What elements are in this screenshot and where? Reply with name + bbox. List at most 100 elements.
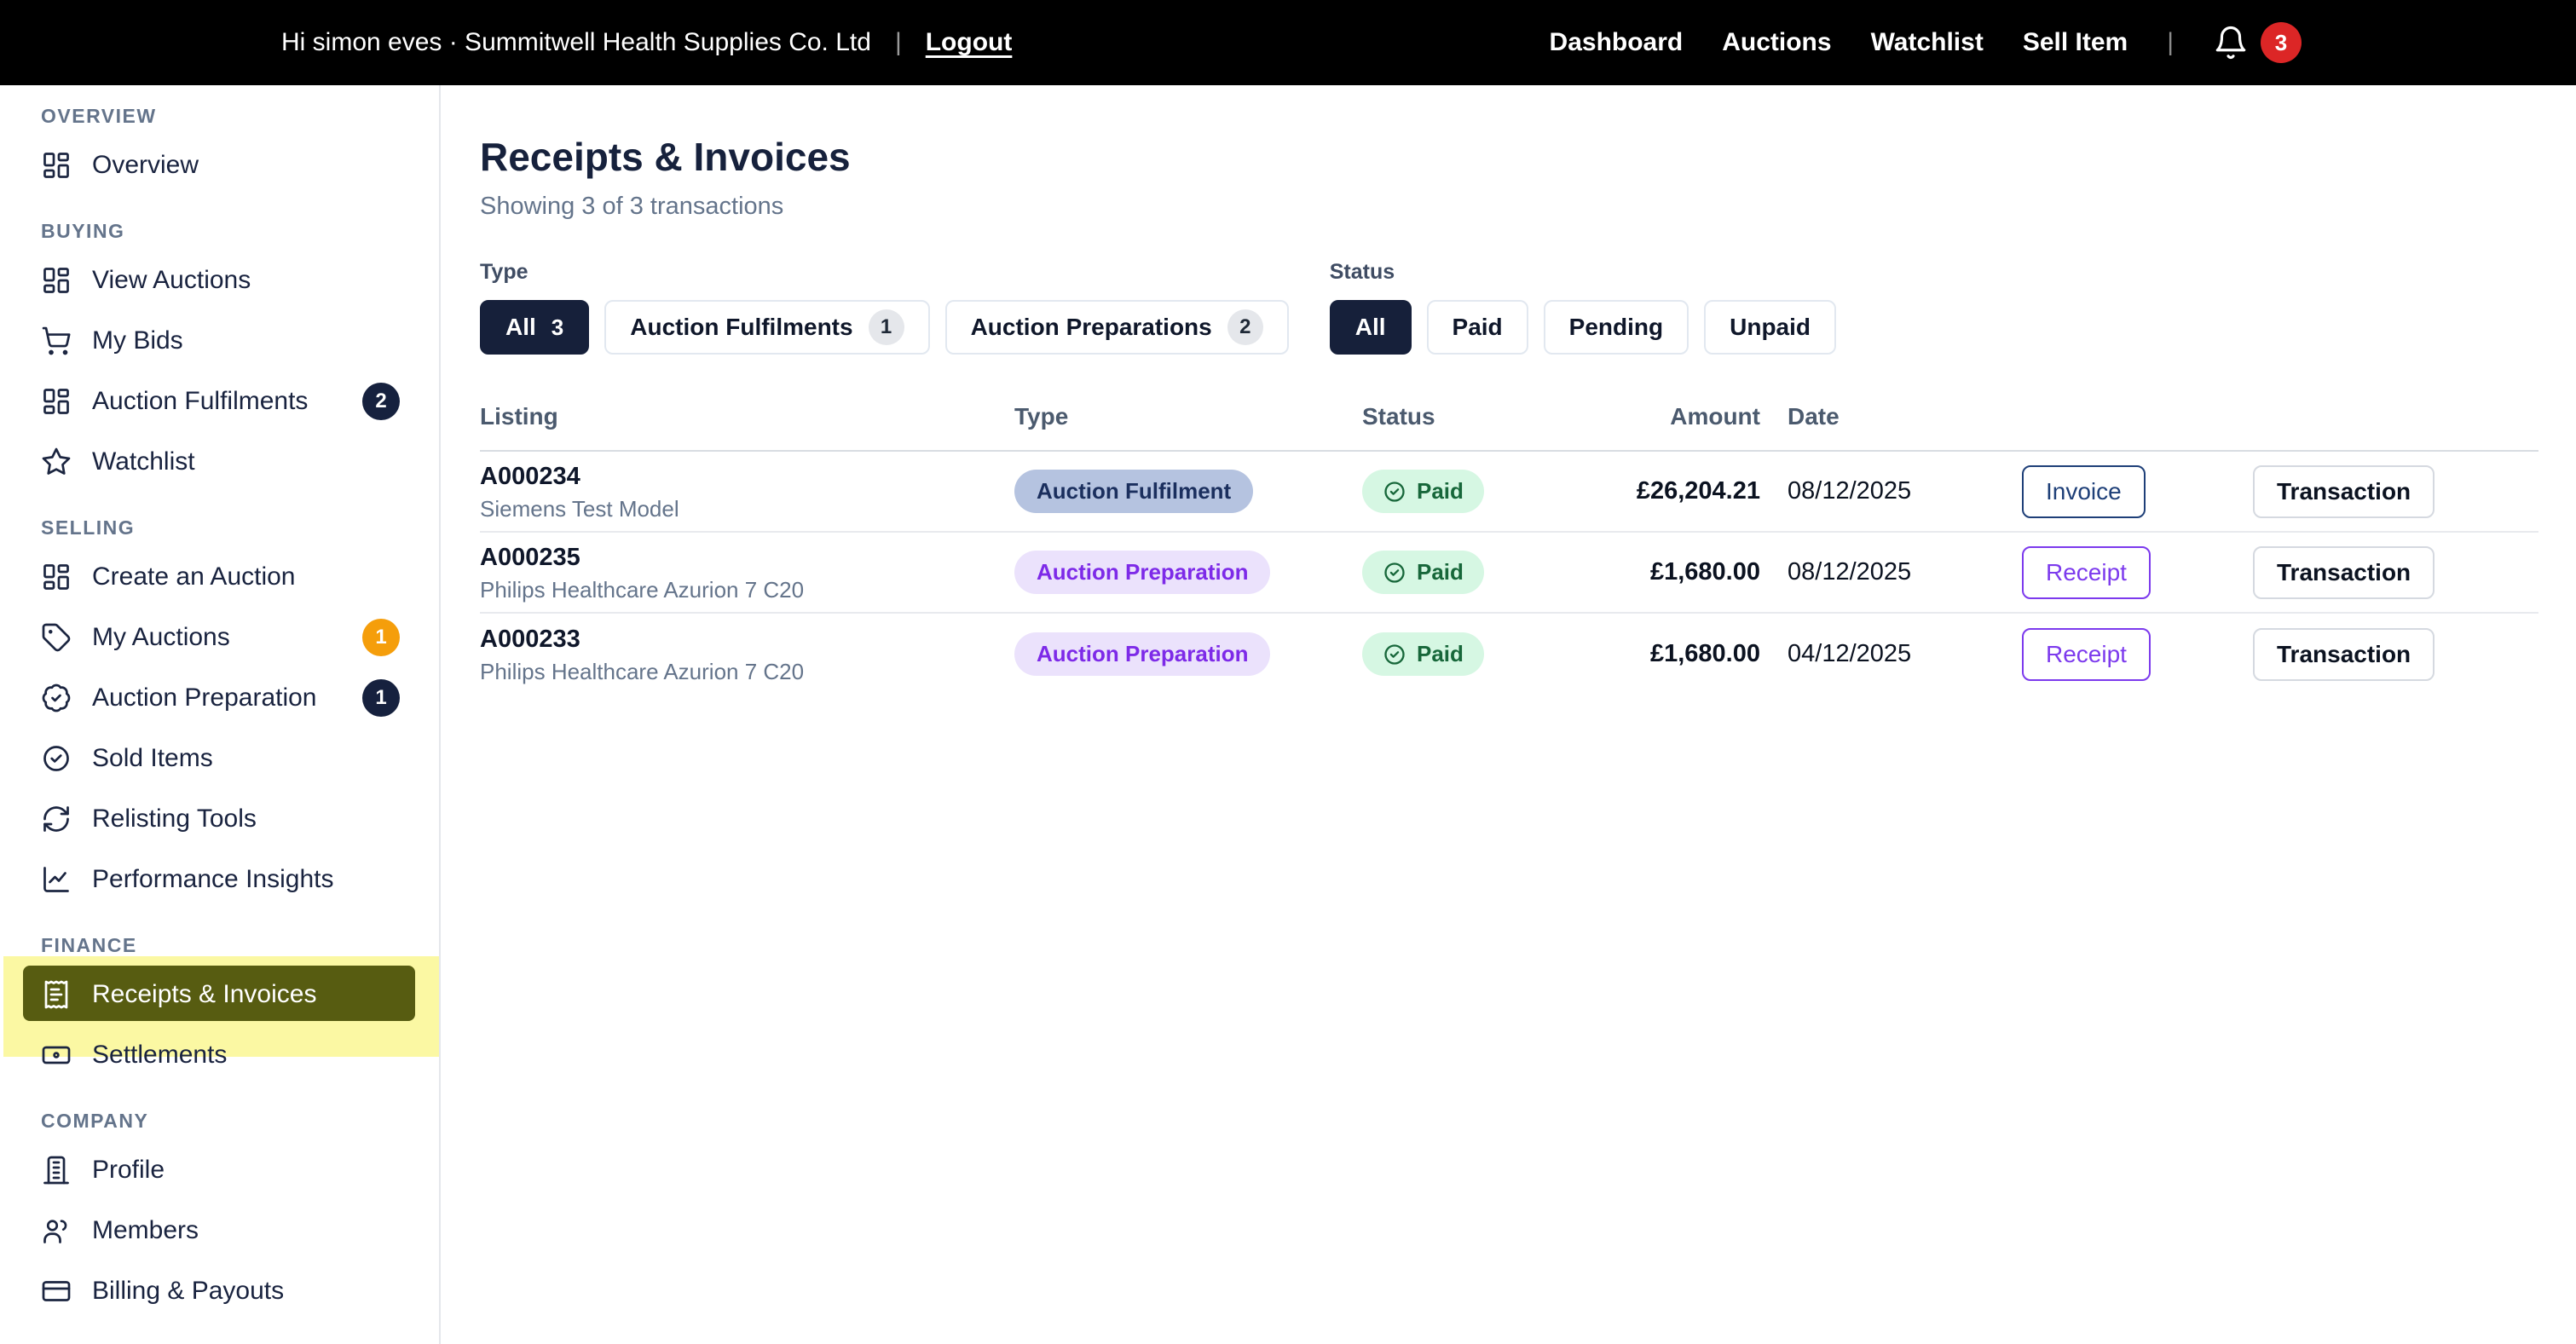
status-filter-unpaid-button[interactable]: Unpaid xyxy=(1704,300,1837,355)
status-pill: Paid xyxy=(1362,551,1484,594)
nav-separator: | xyxy=(2167,28,2174,56)
sidebar-item-label: Profile xyxy=(92,1155,165,1184)
logout-link[interactable]: Logout xyxy=(925,28,1013,56)
status-cell: Paid xyxy=(1362,551,1622,594)
sidebar-item-receipts-invoices[interactable]: Receipts & Invoices xyxy=(0,956,439,1057)
type-cell: Auction Fulfilment xyxy=(1014,470,1362,513)
receipt-icon xyxy=(41,979,72,1010)
sidebar-item-auction-fulfilments[interactable]: Auction Fulfilments 2 xyxy=(0,371,439,431)
amount-cell: £1,680.00 xyxy=(1649,558,1760,585)
sidebar-item-billing-payouts[interactable]: Billing & Payouts xyxy=(0,1260,439,1321)
section-label-overview: OVERVIEW xyxy=(41,105,157,127)
transaction-button[interactable]: Transaction xyxy=(2253,464,2435,518)
banknote-icon xyxy=(41,1040,72,1070)
nav-auctions[interactable]: Auctions xyxy=(1722,28,1832,56)
section-label-selling: SELLING xyxy=(41,516,136,539)
circle-check-icon xyxy=(1383,480,1406,504)
transaction-button[interactable]: Transaction xyxy=(2253,627,2435,681)
invoice-button[interactable]: Invoice xyxy=(2022,464,2146,518)
sidebar-item-label: Performance Insights xyxy=(92,864,334,893)
dashboard-grid-icon xyxy=(41,150,72,181)
nav-watchlist[interactable]: Watchlist xyxy=(1870,28,1984,56)
main-content: Receipts & Invoices Showing 3 of 3 trans… xyxy=(442,85,2576,1344)
sidebar-item-label: Watchlist xyxy=(92,447,195,476)
circle-check-icon xyxy=(1383,643,1406,666)
header-listing: Listing xyxy=(480,403,558,430)
table-row: A000235 Philips Healthcare Azurion 7 C20… xyxy=(480,533,2538,614)
credit-card-icon xyxy=(41,1276,72,1307)
circle-check-icon xyxy=(41,743,72,774)
type-filter-all-button[interactable]: All 3 xyxy=(480,300,590,355)
nav-dashboard[interactable]: Dashboard xyxy=(1549,28,1684,56)
sidebar-item-my-auctions[interactable]: My Auctions 1 xyxy=(0,607,439,667)
notifications-button[interactable]: 3 xyxy=(2213,22,2302,63)
nav-sell-item[interactable]: Sell Item xyxy=(2022,28,2128,56)
listing-item-name: Philips Healthcare Azurion 7 C20 xyxy=(480,658,805,684)
refresh-icon xyxy=(41,804,72,834)
listing-id: A000233 xyxy=(480,625,580,653)
filter-count: 2 xyxy=(1227,309,1263,345)
sidebar-item-my-bids[interactable]: My Bids xyxy=(0,310,439,371)
sidebar-item-relisting-tools[interactable]: Relisting Tools xyxy=(0,788,439,849)
dashboard-grid-icon xyxy=(41,386,72,417)
sidebar-item-label: Billing & Payouts xyxy=(92,1276,285,1305)
topbar: Hi simon eves · Summitwell Health Suppli… xyxy=(0,0,2576,85)
status-filter-all-button[interactable]: All xyxy=(1329,300,1412,355)
notification-count-badge: 3 xyxy=(2261,22,2302,63)
sidebar-item-performance-insights[interactable]: Performance Insights xyxy=(0,849,439,909)
dashboard-grid-icon xyxy=(41,265,72,296)
receipt-button[interactable]: Receipt xyxy=(2022,545,2151,599)
sidebar-item-label: View Auctions xyxy=(92,265,251,294)
transaction-button[interactable]: Transaction xyxy=(2253,545,2435,599)
sidebar-item-auction-preparation[interactable]: Auction Preparation 1 xyxy=(0,667,439,728)
sidebar-item-label: Create an Auction xyxy=(92,562,296,591)
status-filter-label: Status xyxy=(1329,260,1395,284)
topbar-separator: | xyxy=(894,28,902,56)
header-amount: Amount xyxy=(1670,403,1760,430)
table-header-row: Listing Type Status Amount Date xyxy=(480,402,2538,452)
sidebar: OVERVIEW Overview BUYING View Auctions M… xyxy=(0,85,441,1344)
sidebar-item-sold-items[interactable]: Sold Items xyxy=(0,728,439,788)
sidebar-item-overview[interactable]: Overview xyxy=(0,135,439,195)
sidebar-item-profile[interactable]: Profile xyxy=(0,1139,439,1200)
header-type: Type xyxy=(1014,403,1069,430)
status-filter-pending-button[interactable]: Pending xyxy=(1543,300,1689,355)
sidebar-item-label: Settlements xyxy=(92,1040,228,1069)
badge-check-icon xyxy=(41,683,72,713)
page-subtitle: Showing 3 of 3 transactions xyxy=(480,193,784,220)
sidebar-item-label: Sold Items xyxy=(92,743,213,772)
header-date: Date xyxy=(1788,403,1840,430)
receipt-button[interactable]: Receipt xyxy=(2022,627,2151,681)
filter-label: Auction Fulfilments xyxy=(630,314,853,340)
status-filter-paid-button[interactable]: Paid xyxy=(1426,300,1528,355)
circle-check-icon xyxy=(1383,561,1406,585)
section-label-finance: FINANCE xyxy=(41,934,137,956)
sidebar-item-settlements[interactable]: Settlements xyxy=(0,1024,439,1085)
page-title: Receipts & Invoices xyxy=(480,135,851,179)
sidebar-item-view-auctions[interactable]: View Auctions xyxy=(0,250,439,310)
line-chart-icon xyxy=(41,864,72,895)
listing-item-name: Siemens Test Model xyxy=(480,495,679,522)
sidebar-item-watchlist[interactable]: Watchlist xyxy=(0,431,439,492)
type-filter-auction-fulfilments-button[interactable]: Auction Fulfilments 1 xyxy=(604,300,930,355)
sidebar-item-label: Receipts & Invoices xyxy=(92,979,317,1008)
sidebar-item-create-an-auction[interactable]: Create an Auction xyxy=(0,546,439,607)
type-filter-label: Type xyxy=(480,260,528,284)
users-icon xyxy=(41,1215,72,1246)
star-icon xyxy=(41,447,72,477)
count-badge: 2 xyxy=(362,382,400,420)
status-label: Paid xyxy=(1417,641,1464,666)
sidebar-item-members[interactable]: Members xyxy=(0,1200,439,1260)
status-cell: Paid xyxy=(1362,470,1622,513)
listing-id: A000235 xyxy=(480,543,580,571)
filter-label: All xyxy=(505,314,536,340)
listing-item-name: Philips Healthcare Azurion 7 C20 xyxy=(480,576,805,603)
listing-cell: A000235 Philips Healthcare Azurion 7 C20 xyxy=(480,543,1014,603)
type-filter-auction-preparations-button[interactable]: Auction Preparations 2 xyxy=(944,300,1289,355)
listing-cell: A000234 Siemens Test Model xyxy=(480,462,1014,522)
status-pill: Paid xyxy=(1362,470,1484,513)
section-label-buying: BUYING xyxy=(41,220,125,242)
user-greeting: Hi simon eves · Summitwell Health Suppli… xyxy=(281,28,871,56)
listing-cell: A000233 Philips Healthcare Azurion 7 C20 xyxy=(480,625,1014,684)
sidebar-item-label: Auction Preparation xyxy=(92,683,317,712)
